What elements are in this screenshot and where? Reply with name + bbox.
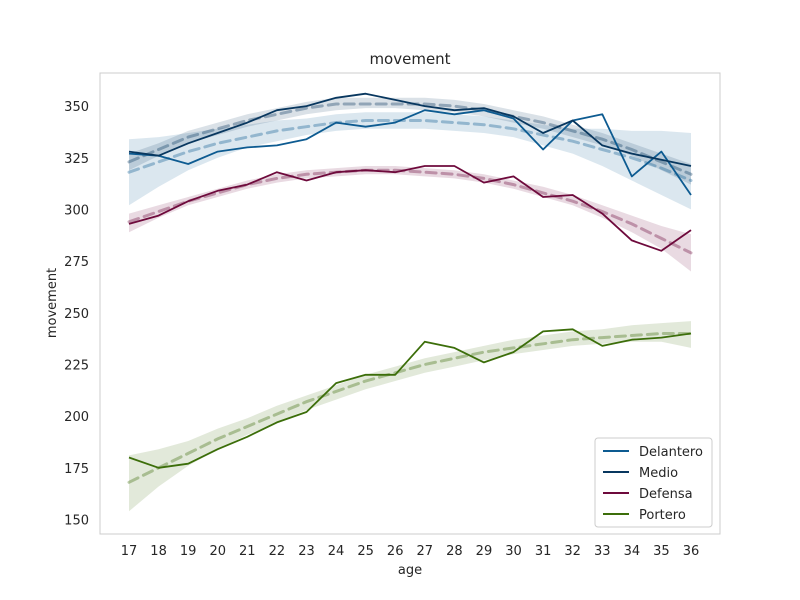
delantero-legend-label: Delantero: [639, 445, 703, 460]
x-tick-label: 19: [180, 544, 197, 559]
x-tick-label: 18: [150, 544, 167, 559]
plot-frame: [99, 72, 721, 535]
medio-line: [128, 92, 692, 167]
x-tick-label: 26: [387, 544, 404, 559]
trend-lines: [127, 102, 693, 484]
legend: Delantero Medio Defensa Portero: [594, 437, 713, 528]
series-lines: [128, 92, 692, 469]
x-axis-label: age: [398, 563, 422, 578]
delantero-line: [128, 109, 692, 196]
y-tick-label: 350: [64, 100, 89, 115]
portero-trend-line: [127, 332, 693, 484]
x-tick-label: 20: [209, 544, 226, 559]
y-tick-label: 250: [64, 307, 89, 322]
x-tick-label: 35: [653, 544, 670, 559]
legend-items: Delantero Medio Defensa Portero: [603, 445, 703, 523]
x-tick-label: 32: [564, 544, 581, 559]
x-tick-label: 31: [535, 544, 552, 559]
chart-title: movement: [369, 50, 450, 68]
x-tick-label: 33: [594, 544, 611, 559]
x-tick-label: 22: [269, 544, 286, 559]
x-tick-label: 25: [357, 544, 374, 559]
x-tick-label: 34: [624, 544, 641, 559]
y-tick-label: 225: [64, 358, 89, 373]
medio-confidence-band: [129, 97, 691, 185]
x-tick-label: 23: [298, 544, 315, 559]
portero-legend-label: Portero: [639, 508, 686, 523]
y-tick-label: 275: [64, 255, 89, 270]
x-tick-label: 30: [505, 544, 522, 559]
x-tick-label: 36: [683, 544, 700, 559]
delantero-confidence-band: [129, 112, 691, 210]
x-tick-label: 17: [121, 544, 138, 559]
x-tick-label: 28: [446, 544, 463, 559]
y-axis: 150 175 200 225 250 275 300 325 350: [64, 100, 89, 528]
defensa-confidence-band: [129, 166, 691, 272]
x-tick-label: 21: [239, 544, 256, 559]
defensa-legend-label: Defensa: [639, 487, 693, 502]
y-tick-label: 325: [64, 152, 89, 167]
legend-box: [594, 437, 713, 528]
y-tick-label: 200: [64, 410, 89, 425]
y-tick-label: 300: [64, 203, 89, 218]
x-tick-label: 27: [417, 544, 434, 559]
x-tick-label: 24: [328, 544, 345, 559]
medio-legend-label: Medio: [639, 466, 678, 481]
y-tick-label: 175: [64, 462, 89, 477]
delantero-trend-line: [127, 119, 693, 182]
medio-trend-line: [127, 102, 693, 176]
y-tick-label: 150: [64, 514, 89, 529]
y-axis-label: movement: [45, 268, 60, 338]
defensa-line: [128, 165, 692, 252]
x-axis: 17 18 19 20 21 22 23 24 25 26 27 28 29 30 31 32 33 34 35 36: [121, 544, 700, 559]
x-tick-label: 29: [476, 544, 493, 559]
portero-line: [128, 328, 692, 469]
